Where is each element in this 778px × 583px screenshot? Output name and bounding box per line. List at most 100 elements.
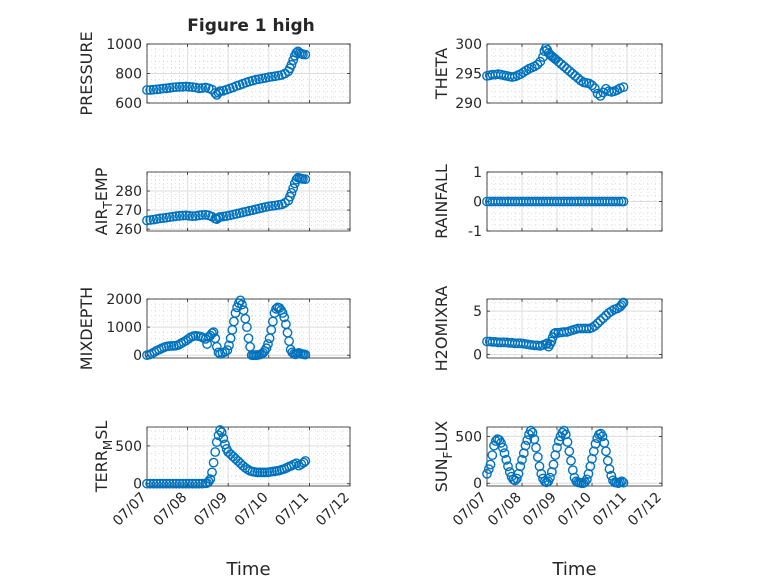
pressure-data-point: [177, 81, 188, 92]
air-temp-data-point: [174, 210, 185, 221]
sun-flux-xtick-label: 07/08: [485, 490, 525, 530]
sun-flux-data-point: [520, 440, 531, 451]
mixdepth-data-point: [256, 349, 267, 359]
terr-msl-xtick-label: 07/12: [313, 490, 353, 530]
pressure-data-point: [267, 71, 277, 82]
terr-msl-data-point: [300, 456, 311, 466]
mixdepth-data-point: [240, 313, 251, 324]
pressure-ytick-label: 600: [115, 96, 142, 112]
pressure-data-point: [158, 83, 169, 94]
mixdepth-ytick-label: 2000: [106, 292, 142, 308]
air-temp-data-point: [286, 187, 297, 198]
theta-data-point: [587, 80, 597, 91]
air-temp-data-point: [267, 200, 277, 211]
sun-flux-xtick-label: 07/09: [520, 490, 560, 530]
terr-msl-ylabel: TERRMSL: [92, 421, 115, 494]
rainfall-data-point: [618, 196, 629, 207]
air-temp-data-point: [215, 211, 226, 222]
pressure-data-point: [171, 82, 182, 93]
mixdepth-ytick-label: 0: [133, 348, 142, 364]
terr-msl-data-point: [158, 478, 169, 489]
air-temp-ylabel: AIRTEMP: [92, 167, 115, 235]
theta-ytick-label: 290: [455, 96, 482, 112]
sun-flux-data-point: [482, 468, 492, 479]
terr-msl-data-point: [216, 427, 227, 438]
sun-flux-data-point: [566, 455, 576, 466]
sun-flux-data-point: [564, 446, 575, 457]
air-temp-data-point: [273, 199, 284, 210]
sun-flux-data-point: [601, 446, 611, 457]
theta-data-point: [553, 56, 564, 67]
mixdepth-data-point: [224, 340, 234, 351]
pressure-data-point: [181, 81, 191, 92]
terr-msl-data-point: [168, 478, 178, 489]
terr-msl-data-point: [184, 478, 195, 489]
terr-msl-data-point: [213, 430, 224, 441]
mixdepth-data-point: [176, 338, 187, 349]
subplot-mixdepth: 0 1000 2000 MIXDEPTH: [77, 287, 351, 370]
pressure-data-point: [174, 81, 185, 92]
rainfall-ylabel: RAINFALL: [432, 164, 451, 239]
mixdepth-data-point: [146, 348, 157, 359]
mixdepth-ylabel: MIXDEPTH: [77, 287, 96, 370]
terr-msl-data-point: [203, 476, 214, 487]
sun-flux-data-point: [597, 431, 608, 442]
air-temp-data-point: [181, 210, 191, 221]
theta-data-point: [589, 83, 600, 94]
pressure-data-point: [291, 48, 302, 58]
terr-msl-data-point: [293, 460, 304, 471]
mixdepth-data-point: [173, 339, 184, 350]
h2omixra-data-point: [595, 315, 606, 326]
terr-msl-xtick-label: 07/08: [151, 490, 191, 530]
sun-flux-data-point: [562, 437, 573, 447]
sun-flux-data-point: [487, 450, 498, 460]
pressure-data-point: [168, 82, 178, 93]
mixdepth-ytick-label: 1000: [106, 320, 142, 336]
h2omixra-ytick-label: 0: [473, 348, 482, 364]
sun-flux-xtick-label: 07/10: [555, 490, 595, 530]
sun-flux-data-point: [499, 448, 510, 459]
subplot-rainfall: -1 0 1 RAINFALL: [432, 164, 663, 240]
h2omixra-data-point: [592, 318, 603, 329]
terr-msl-data-point: [164, 478, 175, 489]
sun-flux-data-point: [485, 459, 496, 470]
terr-msl-data-point: [145, 478, 156, 489]
mixdepth-data-point: [245, 341, 256, 352]
air-temp-data-point: [145, 215, 156, 225]
terr-msl-data-point: [155, 478, 165, 489]
terr-msl-data-point: [187, 478, 198, 489]
h2omixra-data-point: [549, 328, 560, 339]
sun-flux-ytick-label: 0: [473, 476, 482, 492]
air-temp-ytick-label: 270: [115, 203, 142, 219]
terr-msl-data-point: [291, 458, 302, 469]
theta-ylabel: THETA: [432, 48, 451, 100]
sun-flux-data-point: [545, 472, 555, 483]
h2omixra-ytick-label: 5: [473, 304, 482, 320]
terr-msl-data-point: [298, 457, 309, 468]
terr-msl-data-point: [215, 425, 226, 435]
theta-data-point: [618, 82, 629, 93]
sun-flux-data-point: [483, 464, 494, 474]
air-temp-axes-box: [146, 171, 351, 232]
mixdepth-data-point: [274, 303, 285, 313]
h2omixra-data-point: [618, 297, 629, 308]
mixdepth-data-point: [261, 343, 272, 354]
terr-msl-xtick-label: 07/11: [272, 490, 312, 530]
theta-data-point: [559, 61, 569, 72]
terr-msl-data-point: [218, 433, 229, 444]
sun-flux-ytick-label: 500: [455, 429, 482, 445]
theta-data-point: [592, 88, 603, 99]
theta-data-point: [584, 78, 595, 89]
pressure-data-point: [148, 84, 159, 95]
mixdepth-data-point: [228, 316, 239, 327]
sun-flux-xtick-label: 07/12: [625, 490, 665, 530]
terr-msl-data-point: [205, 474, 216, 485]
terr-msl-ytick-label: 0: [133, 477, 142, 493]
pressure-data-point: [213, 87, 224, 98]
terr-msl-xtick-label: 07/07: [110, 490, 150, 530]
air-temp-data-point: [184, 210, 195, 221]
terr-msl-data-point: [148, 478, 159, 489]
terr-msl-data-point: [171, 478, 182, 489]
